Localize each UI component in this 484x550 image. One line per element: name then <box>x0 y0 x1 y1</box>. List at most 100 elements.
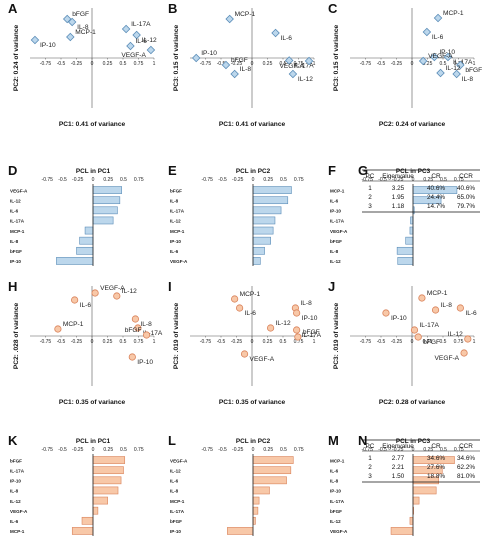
point-label: IL-8 <box>240 66 252 73</box>
bar-chart-title: PCL in PC3 <box>396 168 431 175</box>
bar-category-label: VEGF-A <box>10 509 28 514</box>
bar-category-label: bFGF <box>330 239 342 244</box>
x-tick-label: 0.5 <box>120 339 127 345</box>
x-tick-label: 0.75 <box>134 177 144 183</box>
x-tick-label: 0 <box>91 61 94 67</box>
bar-chart-title: PCL in PC2 <box>236 168 271 175</box>
y-axis-title: PC3: 0.15 of variance <box>173 25 180 92</box>
bar <box>92 216 114 225</box>
bar-category-label: IL-8 <box>10 239 19 244</box>
bar-category-label: IP-10 <box>170 239 181 244</box>
table-cell: 79.7% <box>457 203 475 210</box>
point-label: IL-17A <box>419 322 439 329</box>
panel-b: B -0.75 -0.5 -0.25 0 0.25 0.5 0.75 1 PC1: 0.41 of… <box>168 1 316 128</box>
bar <box>252 486 270 495</box>
bar <box>76 246 94 255</box>
bar-category-label: IL-17A <box>10 468 25 473</box>
x-tick-label: 0.75 <box>454 447 464 453</box>
bar <box>405 236 414 245</box>
x-tick-label: -0.25 <box>231 339 243 345</box>
x-tick-label: -0.75 <box>40 339 52 345</box>
x-tick-label: 0 <box>411 339 414 345</box>
data-point <box>132 30 141 40</box>
bar-category-label: IL-12 <box>170 468 181 473</box>
x-tick-label: 0 <box>251 61 254 67</box>
table-header-cell: CCR <box>459 443 473 450</box>
panel-letter: G <box>358 163 368 178</box>
bar <box>92 186 122 194</box>
bar-category-label: IL-12 <box>170 219 181 224</box>
x-tick-label: 1 <box>153 61 156 67</box>
point-label: bFGF <box>303 329 320 336</box>
bar <box>409 226 414 235</box>
x-tick-label: -0.25 <box>232 177 244 183</box>
x-tick-label: -0.5 <box>377 61 386 67</box>
x-tick-label: 0.25 <box>103 177 113 183</box>
panel-letter: L <box>168 433 176 448</box>
table-cell: 24.4% <box>427 194 445 201</box>
bar-chart-title: PCL in PC2 <box>236 438 271 445</box>
bar-category-label: IL-8 <box>170 489 179 494</box>
x-tick-label: -0.5 <box>58 177 67 183</box>
panel-letter: I <box>168 279 172 294</box>
bar <box>92 206 118 215</box>
data-point <box>146 45 156 55</box>
x-tick-label: -0.5 <box>217 339 226 345</box>
data-point <box>410 326 419 334</box>
bar-category-label: IL-6 <box>330 468 339 473</box>
x-tick-label: 1 <box>473 61 476 67</box>
point-label: MCP-1 <box>240 291 261 298</box>
data-point <box>293 309 301 317</box>
bar <box>252 216 276 225</box>
x-tick-label: -0.5 <box>58 447 67 453</box>
bar-category-label: IL-17A <box>170 209 185 214</box>
point-label: IL-17A <box>302 332 322 339</box>
point-label: IL-12 <box>142 37 157 44</box>
point-label: IL-8 <box>441 302 453 309</box>
bar <box>84 226 94 235</box>
bar <box>92 466 124 475</box>
data-point <box>91 289 99 297</box>
data-point <box>382 309 390 317</box>
point-label: IL-8 <box>140 321 152 328</box>
bar-chart-title: PCL in PC1 <box>76 168 111 175</box>
x-tick-label: 0.5 <box>280 339 287 345</box>
bar <box>92 476 122 485</box>
bar-category-label: MCP-1 <box>10 529 25 534</box>
bar-category-label: MCP-1 <box>10 229 25 234</box>
data-point <box>418 294 426 302</box>
table-cell: 1 <box>368 455 372 462</box>
data-point <box>230 69 239 79</box>
point-label: IP-10 <box>201 50 217 57</box>
x-tick-label: -0.25 <box>72 447 84 453</box>
bar <box>252 476 287 485</box>
table-cell: 34.6% <box>427 455 445 462</box>
panel-letter: E <box>168 163 177 178</box>
x-tick-label: -0.5 <box>378 177 387 183</box>
y-axis-title: PC3: .019 of variance <box>173 303 180 370</box>
bar-category-label: IL-12 <box>10 499 21 504</box>
bar <box>252 257 261 265</box>
x-tick-label: 0.5 <box>280 177 287 183</box>
x-tick-label: -0.25 <box>392 447 404 453</box>
bar-category-label: VEGF-A <box>170 259 188 264</box>
bar <box>92 506 99 515</box>
point-label: IL-6 <box>80 302 92 309</box>
x-tick-label: 0.5 <box>120 177 127 183</box>
bar-category-label: IL-12 <box>330 519 341 524</box>
x-tick-label: 0 <box>252 177 255 183</box>
data-point <box>288 69 298 79</box>
bar <box>252 206 282 215</box>
panel-j: J -0.75 -0.5 -0.25 0 0.25 0.5 0.75 1 PC2: 0.28 of… <box>328 279 477 406</box>
bar-category-label: VEGF-A <box>330 229 348 234</box>
table-cell: 1 <box>368 185 372 192</box>
bar-category-label: IL-17A <box>170 509 185 514</box>
table-cell: 1.18 <box>392 203 405 210</box>
panel-m: M PCL in PC3 -0.75 -0.5 -0.25 0 0.25 0.5 0.75 MCP… <box>328 433 464 536</box>
x-tick-label: -0.5 <box>57 339 66 345</box>
data-point <box>221 60 231 70</box>
table-header-cell: Eigenvalue <box>382 443 414 450</box>
x-tick-label: -0.75 <box>362 447 374 453</box>
panel-letter: J <box>328 279 335 294</box>
panel-n: NPC Eigenvalue CR CCR 1 2.77 34.6% 34.6% 2 2.21 27… <box>358 433 480 483</box>
